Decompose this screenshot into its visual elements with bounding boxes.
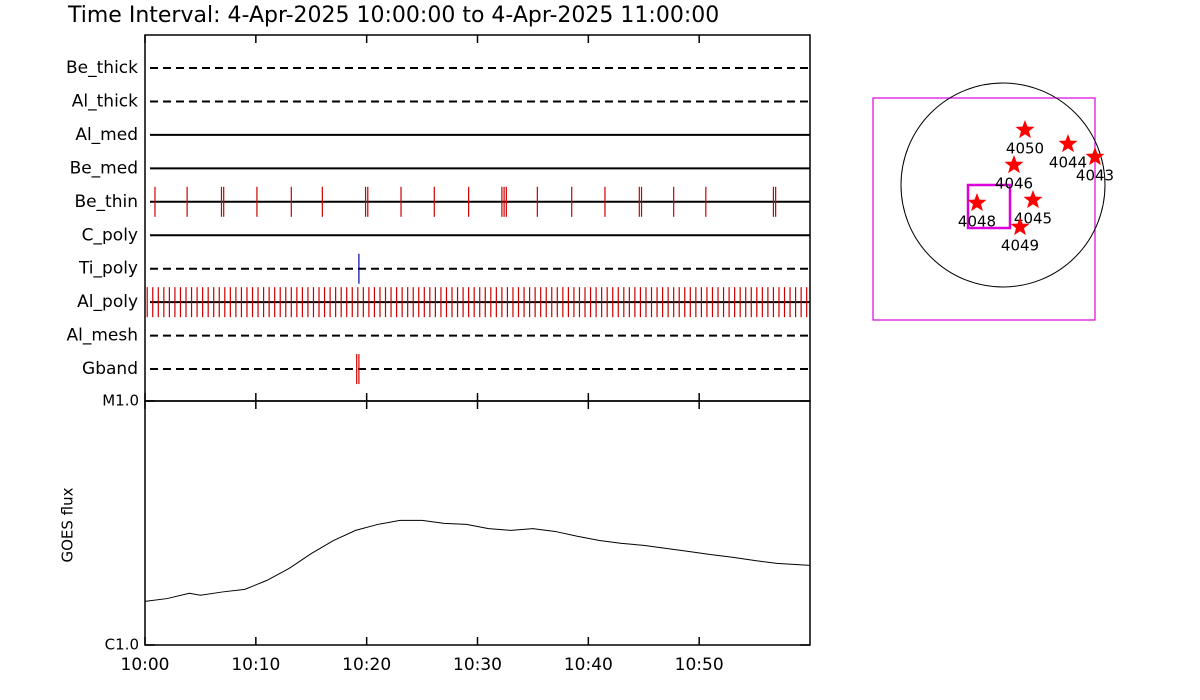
y-tick-label: M1.0 [102,392,139,410]
map-frame [872,97,1096,321]
region-label: 4046 [995,175,1033,193]
region-star [967,193,987,212]
x-tick-label: 10:20 [342,655,391,675]
goes-curve [144,519,811,602]
row-label: Al_mesh [66,326,138,346]
row-label: Al_poly [77,292,138,312]
row-label: Al_thick [72,91,138,111]
chart-title: Time Interval: 4-Apr-2025 10:00:00 to 4-… [67,3,719,28]
region-star [1023,190,1043,209]
x-tick-label: 10:50 [675,655,724,675]
row-label: C_poly [82,225,138,245]
goes-frame [144,400,811,646]
region-star [1010,217,1030,236]
row-label: Be_thick [66,58,138,78]
region-star [1015,120,1035,139]
y-tick-label: C1.0 [105,636,139,654]
region-label: 4043 [1076,167,1114,185]
row-label: Gband [82,359,138,379]
x-tick-label: 10:10 [231,655,280,675]
x-tick-label: 10:40 [564,655,613,675]
y-axis-label: GOES flux [59,487,77,562]
region-star [1004,155,1024,174]
region-label: 4048 [958,213,996,231]
row-label: Be_thin [74,192,138,212]
x-tick-label: 10:00 [121,655,170,675]
region-star [1085,147,1105,166]
region-label: 4045 [1014,210,1052,228]
region-label: 4049 [1001,237,1039,255]
x-tick-label: 10:30 [453,655,502,675]
region-label: 4044 [1049,154,1087,172]
row-label: Be_med [70,158,138,178]
region-star [1058,134,1078,153]
row-label: Ti_poly [78,259,138,279]
field-of-view [966,183,1012,230]
solar-limb [900,82,1106,288]
timeline-frame [144,34,811,402]
region-label: 4050 [1006,140,1044,158]
row-label: Al_med [75,125,138,145]
context-map [872,82,1106,321]
